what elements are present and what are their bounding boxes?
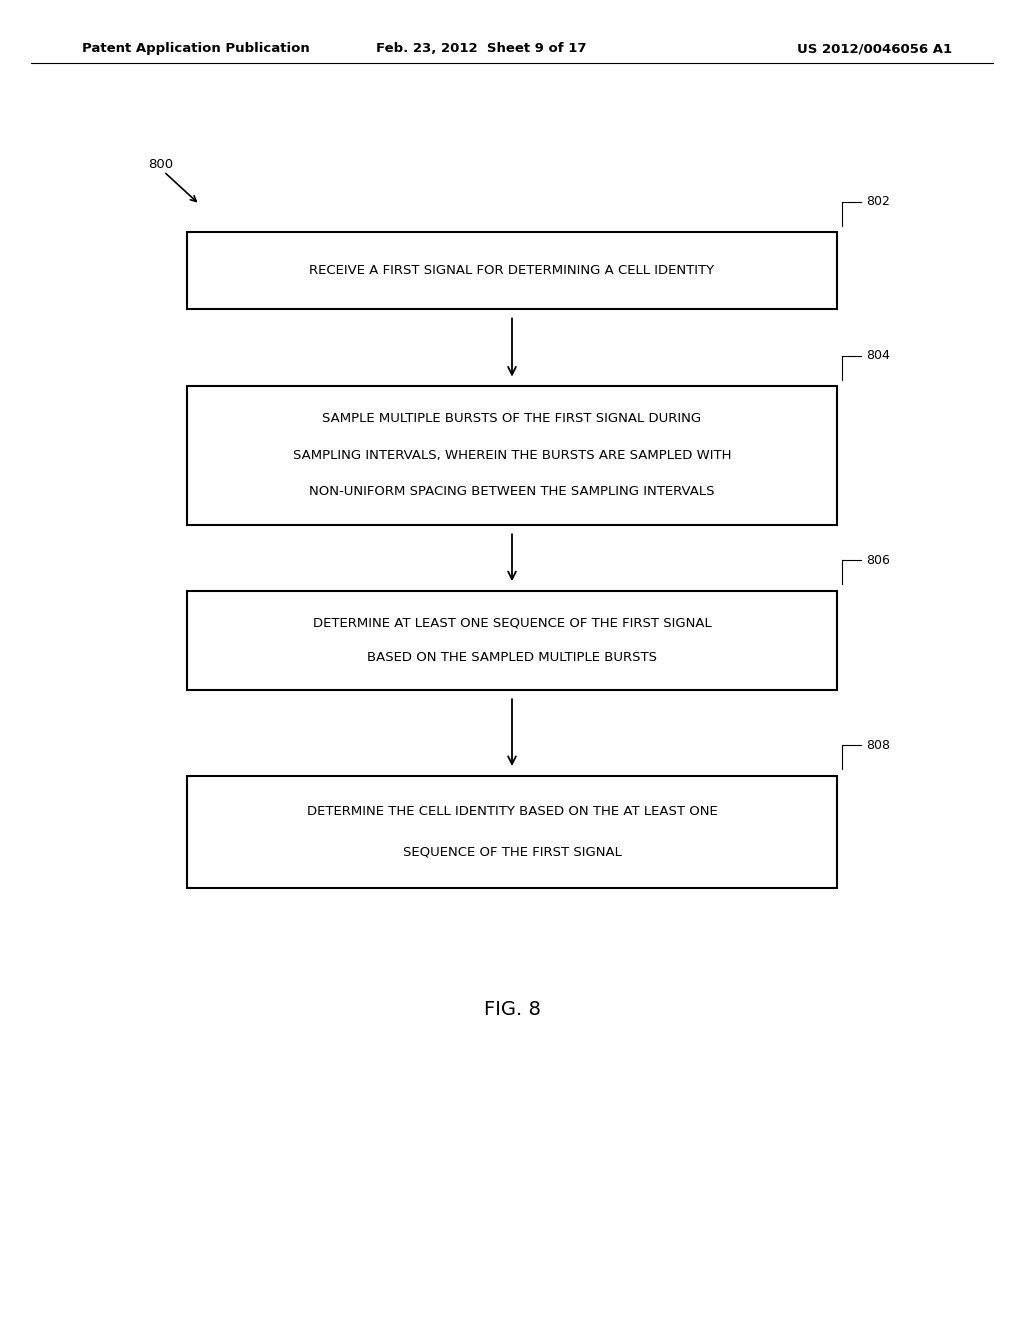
Text: DETERMINE THE CELL IDENTITY BASED ON THE AT LEAST ONE: DETERMINE THE CELL IDENTITY BASED ON THE… (306, 805, 718, 818)
Text: Feb. 23, 2012  Sheet 9 of 17: Feb. 23, 2012 Sheet 9 of 17 (376, 42, 587, 55)
Text: SEQUENCE OF THE FIRST SIGNAL: SEQUENCE OF THE FIRST SIGNAL (402, 845, 622, 858)
Text: 806: 806 (866, 554, 890, 566)
FancyBboxPatch shape (186, 232, 838, 309)
Text: 808: 808 (866, 739, 890, 751)
Text: FIG. 8: FIG. 8 (483, 1001, 541, 1019)
Text: 804: 804 (866, 350, 890, 362)
Text: RECEIVE A FIRST SIGNAL FOR DETERMINING A CELL IDENTITY: RECEIVE A FIRST SIGNAL FOR DETERMINING A… (309, 264, 715, 277)
Text: US 2012/0046056 A1: US 2012/0046056 A1 (798, 42, 952, 55)
FancyBboxPatch shape (186, 591, 838, 689)
Text: NON-UNIFORM SPACING BETWEEN THE SAMPLING INTERVALS: NON-UNIFORM SPACING BETWEEN THE SAMPLING… (309, 486, 715, 499)
Text: DETERMINE AT LEAST ONE SEQUENCE OF THE FIRST SIGNAL: DETERMINE AT LEAST ONE SEQUENCE OF THE F… (312, 616, 712, 630)
Text: 800: 800 (148, 158, 174, 172)
Text: SAMPLING INTERVALS, WHEREIN THE BURSTS ARE SAMPLED WITH: SAMPLING INTERVALS, WHEREIN THE BURSTS A… (293, 449, 731, 462)
Text: SAMPLE MULTIPLE BURSTS OF THE FIRST SIGNAL DURING: SAMPLE MULTIPLE BURSTS OF THE FIRST SIGN… (323, 412, 701, 425)
FancyBboxPatch shape (186, 385, 838, 524)
Text: BASED ON THE SAMPLED MULTIPLE BURSTS: BASED ON THE SAMPLED MULTIPLE BURSTS (367, 651, 657, 664)
Text: Patent Application Publication: Patent Application Publication (82, 42, 309, 55)
FancyBboxPatch shape (186, 776, 838, 887)
Text: 802: 802 (866, 195, 890, 209)
